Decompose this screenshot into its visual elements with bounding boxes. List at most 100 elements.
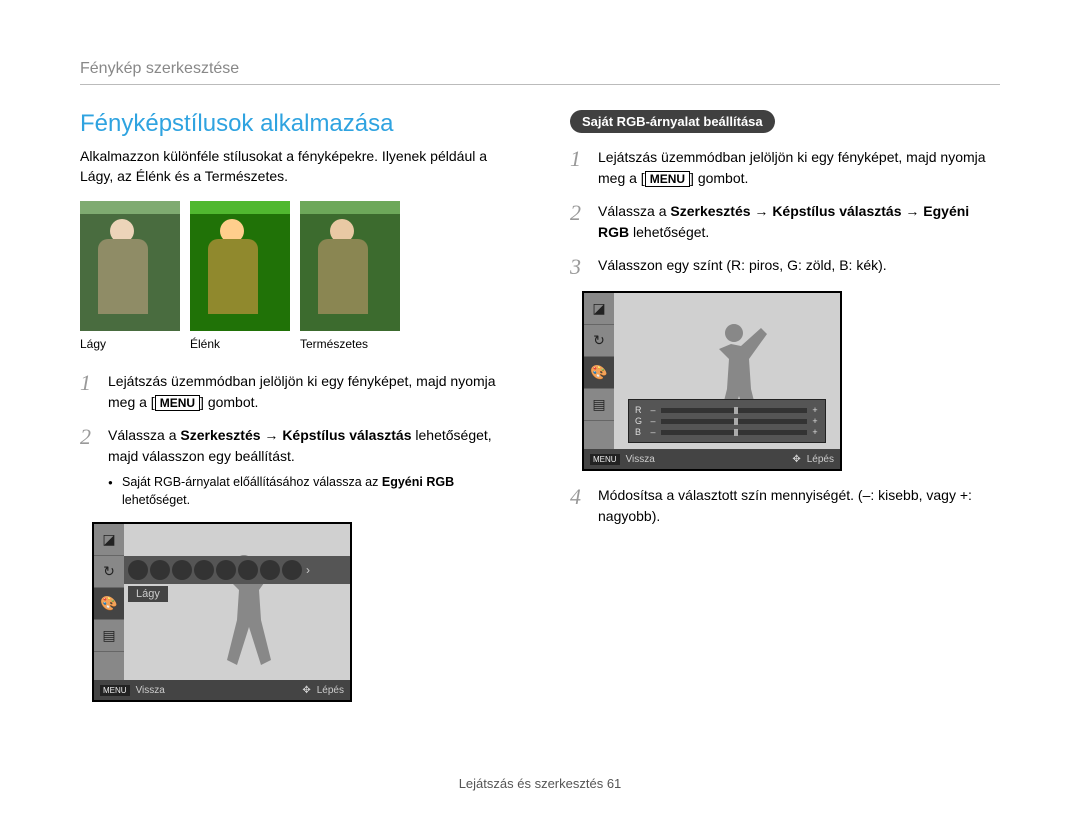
lcd-back-label: Vissza	[626, 454, 655, 465]
page: Fénykép szerkesztése Fényképstílusok alk…	[0, 0, 1080, 732]
lcd-sidebar: ◪ ↻ 🎨 ▤	[584, 293, 614, 449]
left-column: Fényképstílusok alkalmazása Alkalmazzon …	[80, 110, 510, 702]
style-thumbnails	[80, 201, 510, 331]
strip-more-icon: ›	[306, 563, 310, 577]
step-number: 1	[570, 147, 598, 189]
plus-icon: +	[811, 405, 819, 415]
right-step-4: 4 Módosítsa a választott szín mennyiségé…	[570, 485, 1000, 527]
slider-bar	[661, 430, 807, 435]
right-step-1: 1 Lejátszás üzemmódban jelöljön ki egy f…	[570, 147, 1000, 189]
slider-row-g: G – +	[635, 416, 819, 426]
slider-row-b: B – +	[635, 427, 819, 437]
page-footer: Lejátszás és szerkesztés 61	[0, 776, 1080, 791]
right-column: Saját RGB-árnyalat beállítása 1 Lejátszá…	[570, 110, 1000, 702]
sidebar-icon: ↻	[584, 325, 614, 357]
menu-tag: MENU	[590, 454, 620, 465]
menu-path: Szerkesztés → Képstílus választás	[180, 427, 411, 443]
sidebar-icon: ▤	[94, 620, 124, 652]
thumb-vivid	[190, 201, 290, 331]
step-body: Válasszon egy színt (R: piros, G: zöld, …	[598, 255, 1000, 279]
lcd-content: › Lágy	[124, 524, 350, 680]
step-body: Válassza a Szerkesztés → Képstílus válas…	[108, 425, 510, 511]
nav-icon: ✥	[302, 685, 310, 696]
main-title: Fényképstílusok alkalmazása	[80, 110, 510, 138]
step-number: 3	[570, 255, 598, 279]
slider-label: B	[635, 427, 645, 437]
slider-label: R	[635, 405, 645, 415]
menu-tag: MENU	[100, 685, 130, 696]
thumb-label-soft: Lágy	[80, 337, 180, 351]
strip-item	[194, 560, 214, 580]
strip-selected-label: Lágy	[128, 586, 168, 602]
lcd-content: R – + G – + B –	[614, 293, 840, 449]
step-number: 2	[80, 425, 108, 511]
step-text: ] gombot.	[690, 170, 748, 186]
strip-item	[128, 560, 148, 580]
bullet-bold: Egyéni RGB	[382, 475, 454, 489]
step-number: 2	[570, 201, 598, 243]
sidebar-icon-active: 🎨	[94, 588, 124, 620]
thumb-natural	[300, 201, 400, 331]
plus-icon: +	[811, 416, 819, 426]
style-strip: ›	[124, 556, 350, 584]
subsection-pill: Saját RGB-árnyalat beállítása	[570, 110, 775, 133]
strip-item	[260, 560, 280, 580]
step-number: 4	[570, 485, 598, 527]
right-steps-cont: 4 Módosítsa a választott szín mennyiségé…	[570, 485, 1000, 527]
camera-lcd-rgb: ◪ ↻ 🎨 ▤ R – +	[582, 291, 842, 471]
step-number: 1	[80, 371, 108, 413]
nav-icon: ✥	[792, 454, 800, 465]
step-body: Lejátszás üzemmódban jelöljön ki egy fén…	[598, 147, 1000, 189]
lcd-bottom-bar: MENU Vissza ✥ Lépés	[584, 449, 840, 469]
right-step-2: 2 Válassza a Szerkesztés → Képstílus vál…	[570, 201, 1000, 243]
bullet-text: lehetőséget.	[122, 493, 190, 507]
thumb-labels: Lágy Élénk Természetes	[80, 337, 510, 351]
bullet-text: Saját RGB-árnyalat előállításához válass…	[122, 475, 382, 489]
slider-bar	[661, 419, 807, 424]
step-text: lehetőséget.	[629, 224, 709, 240]
sidebar-icon: ↻	[94, 556, 124, 588]
left-step-2: 2 Válassza a Szerkesztés → Képstílus vál…	[80, 425, 510, 511]
right-steps: 1 Lejátszás üzemmódban jelöljön ki egy f…	[570, 147, 1000, 279]
left-steps: 1 Lejátszás üzemmódban jelöljön ki egy f…	[80, 371, 510, 511]
lcd-next-label: Lépés	[317, 685, 344, 696]
camera-lcd-style: ◪ ↻ 🎨 ▤	[92, 522, 352, 702]
plus-icon: +	[811, 427, 819, 437]
lcd-back-label: Vissza	[136, 685, 165, 696]
thumb-label-vivid: Élénk	[190, 337, 290, 351]
lcd-bottom-bar: MENU Vissza ✥ Lépés	[94, 680, 350, 700]
sidebar-icon: ▤	[584, 389, 614, 421]
sidebar-icon: ◪	[94, 524, 124, 556]
slider-label: G	[635, 416, 645, 426]
step-text: Válassza a	[108, 427, 180, 443]
menu-button-label: MENU	[155, 395, 200, 411]
strip-item	[282, 560, 302, 580]
lcd-sidebar: ◪ ↻ 🎨 ▤	[94, 524, 124, 680]
section-header: Fénykép szerkesztése	[80, 60, 1000, 85]
thumb-soft	[80, 201, 180, 331]
step-body: Lejátszás üzemmódban jelöljön ki egy fén…	[108, 371, 510, 413]
left-step-1: 1 Lejátszás üzemmódban jelöljön ki egy f…	[80, 371, 510, 413]
strip-item	[238, 560, 258, 580]
lcd-next-label: Lépés	[807, 454, 834, 465]
strip-item	[216, 560, 236, 580]
slider-bar	[661, 408, 807, 413]
strip-item	[172, 560, 192, 580]
step-text: ] gombot.	[200, 394, 258, 410]
step-body: Módosítsa a választott szín mennyiségét.…	[598, 485, 1000, 527]
step-text: Válassza a	[598, 203, 670, 219]
columns: Fényképstílusok alkalmazása Alkalmazzon …	[80, 110, 1000, 702]
sidebar-icon: ◪	[584, 293, 614, 325]
step-body: Válassza a Szerkesztés → Képstílus válas…	[598, 201, 1000, 243]
sub-bullet: Saját RGB-árnyalat előállításához válass…	[108, 473, 510, 511]
slider-row-r: R – +	[635, 405, 819, 415]
menu-button-label: MENU	[645, 171, 690, 187]
intro-text: Alkalmazzon különféle stílusokat a fényk…	[80, 146, 510, 187]
sidebar-icon-active: 🎨	[584, 357, 614, 389]
right-step-3: 3 Válasszon egy színt (R: piros, G: zöld…	[570, 255, 1000, 279]
minus-icon: –	[649, 427, 657, 437]
rgb-sliders: R – + G – + B –	[628, 399, 826, 443]
strip-item	[150, 560, 170, 580]
minus-icon: –	[649, 416, 657, 426]
thumb-label-natural: Természetes	[300, 337, 400, 351]
